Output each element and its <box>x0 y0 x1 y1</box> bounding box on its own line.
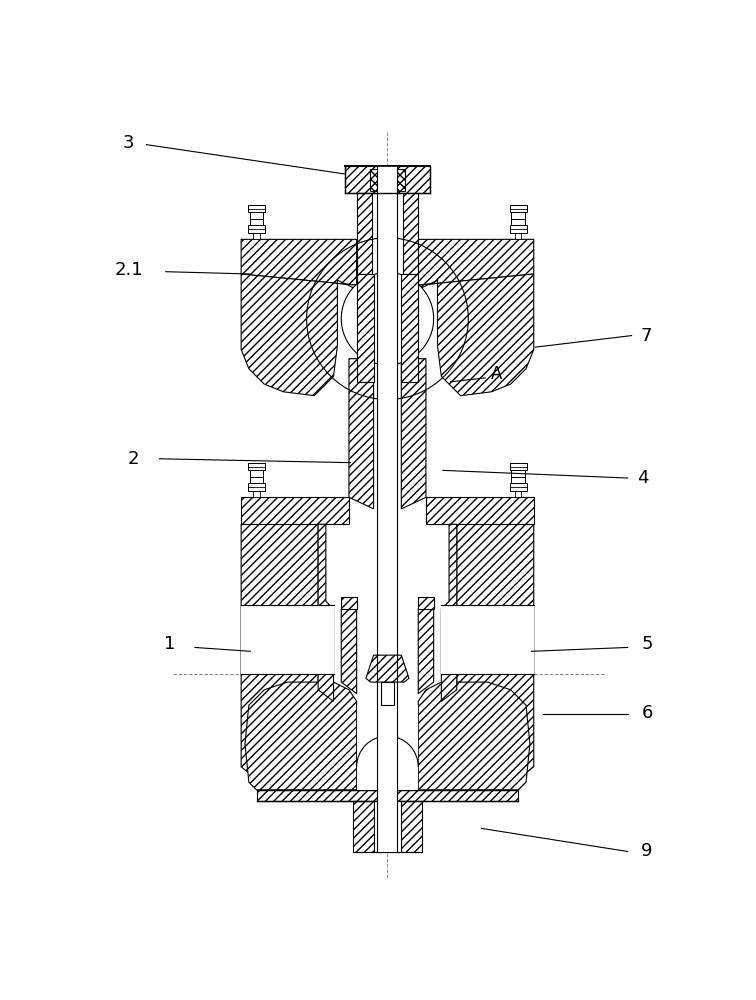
Bar <box>510 463 527 470</box>
Bar <box>511 477 525 483</box>
Bar <box>253 205 259 239</box>
Text: 5: 5 <box>641 635 652 653</box>
Bar <box>249 212 264 219</box>
Bar <box>248 205 265 212</box>
Bar <box>511 212 525 219</box>
Text: 6: 6 <box>641 704 652 722</box>
Bar <box>248 225 265 233</box>
Bar <box>241 605 333 674</box>
Polygon shape <box>418 609 434 694</box>
Ellipse shape <box>341 272 434 365</box>
Bar <box>510 483 527 491</box>
Bar <box>511 219 525 225</box>
Text: 4: 4 <box>637 469 649 487</box>
Bar <box>248 463 265 470</box>
Polygon shape <box>357 274 373 382</box>
Bar <box>511 470 525 477</box>
Polygon shape <box>366 655 409 682</box>
Text: 3: 3 <box>123 134 135 152</box>
Polygon shape <box>442 524 457 701</box>
Bar <box>377 166 398 852</box>
Bar <box>381 682 394 705</box>
Polygon shape <box>318 524 333 701</box>
Polygon shape <box>414 239 534 289</box>
Bar <box>510 205 527 212</box>
Text: 2: 2 <box>128 450 139 468</box>
Bar <box>370 169 405 191</box>
Text: A: A <box>491 365 503 383</box>
Bar <box>249 470 264 477</box>
Text: 2.1: 2.1 <box>114 261 143 279</box>
Bar <box>353 801 373 852</box>
Polygon shape <box>241 274 361 396</box>
Polygon shape <box>349 359 373 509</box>
Polygon shape <box>403 193 418 274</box>
Polygon shape <box>241 524 322 790</box>
Polygon shape <box>414 274 534 396</box>
Bar <box>401 801 422 852</box>
Polygon shape <box>341 609 357 694</box>
Text: 7: 7 <box>640 327 652 345</box>
Bar <box>373 801 401 852</box>
Polygon shape <box>426 497 534 524</box>
Bar <box>345 166 430 193</box>
Polygon shape <box>418 682 530 790</box>
Bar <box>418 597 434 609</box>
Bar <box>516 205 522 239</box>
Bar <box>442 605 534 674</box>
Bar <box>256 790 519 801</box>
Polygon shape <box>401 274 418 382</box>
Bar <box>341 597 357 609</box>
Polygon shape <box>453 524 534 790</box>
Polygon shape <box>245 682 357 790</box>
Text: 9: 9 <box>640 842 652 860</box>
Bar <box>357 705 418 790</box>
Text: 1: 1 <box>164 635 175 653</box>
Polygon shape <box>357 193 372 274</box>
Bar <box>248 483 265 491</box>
Bar <box>249 477 264 483</box>
Polygon shape <box>401 359 426 509</box>
Bar <box>249 219 264 225</box>
Bar <box>510 225 527 233</box>
Polygon shape <box>241 497 349 524</box>
Polygon shape <box>241 239 361 289</box>
Bar <box>516 463 522 497</box>
Bar <box>253 463 259 497</box>
Bar <box>318 524 457 790</box>
